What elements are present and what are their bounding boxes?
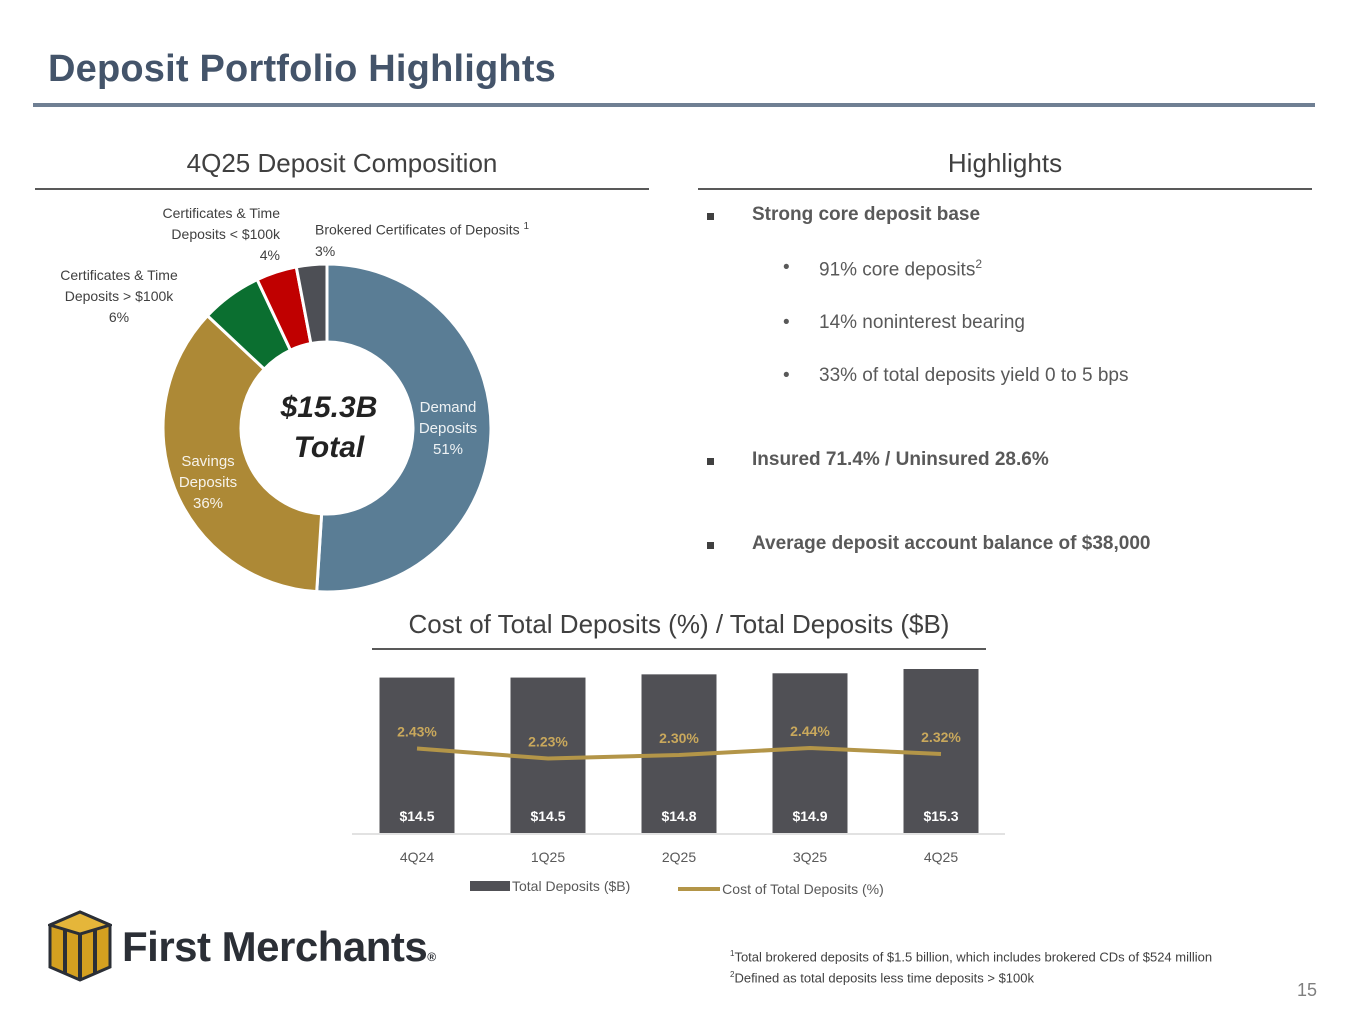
highlight-insured: Insured 71.4% / Uninsured 28.6%: [707, 449, 1365, 471]
square-bullet-icon: [707, 458, 714, 466]
highlight-core-deposit-base: Strong core deposit base: [707, 204, 1365, 226]
chart-legend: Total Deposits ($B) Cost of Total Deposi…: [470, 878, 928, 897]
highlight-core-deposits: • 91% core deposits2: [783, 257, 983, 281]
highlight-average-balance: Average deposit account balance of $38,0…: [707, 533, 1365, 555]
label-demand-deposits: Demand Deposits 51%: [418, 399, 478, 458]
highlights-title: Highlights: [947, 148, 1063, 178]
composition-divider: [35, 188, 649, 190]
title-divider: [33, 103, 1315, 107]
cost-chart-divider: [372, 648, 986, 650]
bar-label-4Q24: $14.5: [399, 808, 434, 824]
bar-label-2Q25: $14.8: [661, 808, 696, 824]
line-label-3Q25: 2.44%: [790, 723, 830, 739]
page-number: 15: [1296, 980, 1317, 1000]
highlights-divider: [698, 188, 1312, 190]
x-tick-2Q25: 2Q25: [662, 849, 696, 865]
label-cd-under-100k: Certificates & Time Deposits < $100k 4%: [162, 205, 280, 263]
bar-label-3Q25: $14.9: [792, 808, 827, 824]
footnote-2: 2Defined as total deposits less time dep…: [730, 970, 1034, 986]
highlight-noninterest-bearing: • 14% noninterest bearing: [783, 312, 1025, 334]
donut-center-total: $15.3B Total: [280, 391, 378, 464]
x-tick-4Q24: 4Q24: [400, 849, 434, 865]
line-label-4Q25: 2.32%: [921, 729, 961, 745]
first-merchants-logo-icon: [48, 910, 112, 982]
legend-total-deposits: Total Deposits ($B): [470, 878, 630, 894]
highlight-yield: • 33% of total deposits yield 0 to 5 bps: [783, 365, 1129, 387]
x-tick-1Q25: 1Q25: [531, 849, 565, 865]
label-brokered-cds: Brokered Certificates of Deposits 1 3%: [315, 221, 530, 259]
donut-chart: [161, 262, 493, 594]
line-label-4Q24: 2.43%: [397, 724, 437, 740]
square-bullet-icon: [707, 542, 714, 550]
x-tick-3Q25: 3Q25: [793, 849, 827, 865]
cost-line: [416, 745, 942, 761]
bar-4Q24: [379, 677, 455, 833]
bar-label-1Q25: $14.5: [530, 808, 565, 824]
x-tick-4Q25: 4Q25: [924, 849, 958, 865]
label-savings-deposits: Savings Deposits 36%: [178, 453, 238, 512]
cost-chart-title: Cost of Total Deposits (%) / Total Depos…: [408, 609, 950, 639]
donut-slice-1: [161, 313, 324, 594]
line-label-1Q25: 2.23%: [528, 734, 568, 750]
bar-3Q25: [772, 673, 848, 833]
footnote-1: 1Total brokered deposits of $1.5 billion…: [730, 949, 1213, 965]
cost-deposits-chart: $14.5 4Q24 $14.5 1Q25 $14.8 2Q25 $14.9 3Q25 $15.…: [352, 669, 1005, 865]
logo-wordmark: First Merchants®: [122, 923, 436, 970]
page-title: Deposit Portfolio Highlights: [48, 48, 557, 90]
label-cd-over-100k: Certificates & Time Deposits > $100k 6%: [60, 267, 178, 325]
square-bullet-icon: [707, 213, 714, 220]
donut-slice-4: [294, 262, 329, 346]
footnotes: 1Total brokered deposits of $1.5 billion…: [730, 945, 1212, 988]
line-label-2Q25: 2.30%: [659, 730, 699, 746]
legend-cost-of-deposits: Cost of Total Deposits (%): [678, 881, 884, 897]
donut-slice-0: [315, 262, 493, 594]
bar-label-4Q25: $15.3: [923, 808, 958, 824]
composition-title: 4Q25 Deposit Composition: [186, 148, 498, 178]
